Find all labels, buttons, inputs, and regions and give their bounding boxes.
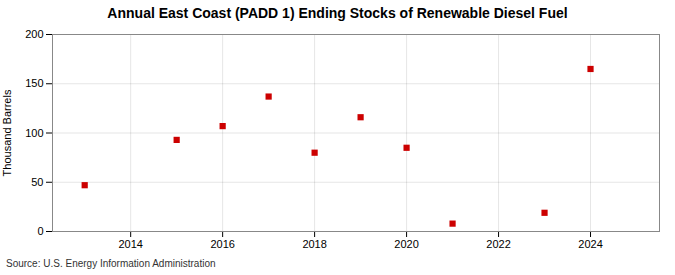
- html-text:Annual East Coast (PADD 1) End: Annual East Coast (PADD 1) Ending Stocks…: [107, 5, 568, 21]
- svg-text:2016: 2016: [210, 238, 234, 250]
- svg-text:Thousand Barrels: Thousand Barrels: [1, 89, 13, 176]
- html-text:Source: U.S. Energy Informatio: Source: U.S. Energy Information Administ…: [6, 258, 216, 269]
- svg-text:2020: 2020: [394, 238, 418, 250]
- svg-text:150: 150: [25, 77, 43, 89]
- svg-text:2022: 2022: [486, 238, 510, 250]
- svg-text:100: 100: [25, 127, 43, 139]
- svg-text:0: 0: [37, 225, 43, 237]
- svg-text:2014: 2014: [118, 238, 142, 250]
- svg-text:200: 200: [25, 28, 43, 40]
- svg-text:2024: 2024: [578, 238, 602, 250]
- svg-text:50: 50: [31, 176, 43, 188]
- svg-text:2018: 2018: [302, 238, 326, 250]
